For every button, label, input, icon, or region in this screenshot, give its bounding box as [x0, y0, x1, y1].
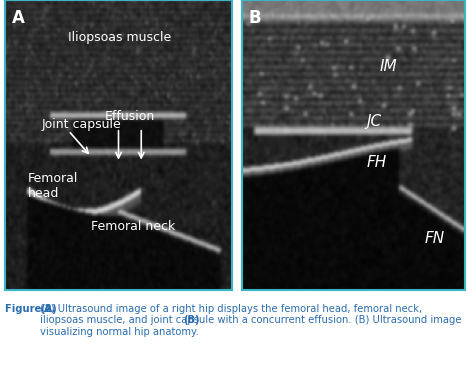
Text: FH: FH	[366, 155, 387, 170]
Text: FN: FN	[424, 231, 445, 246]
Text: (B): (B)	[183, 315, 200, 325]
Text: Joint capsule: Joint capsule	[41, 118, 121, 131]
Text: (A): (A)	[40, 304, 57, 314]
Text: A: A	[11, 9, 25, 27]
Text: B: B	[248, 9, 261, 27]
Text: JC: JC	[366, 115, 382, 129]
Text: Femoral
head: Femoral head	[27, 172, 78, 200]
Text: iliopsoas muscle, and joint capsule with a concurrent effusion. (B) Ultrasound i: iliopsoas muscle, and joint capsule with…	[40, 315, 462, 325]
Text: Iliopsoas muscle: Iliopsoas muscle	[68, 31, 172, 44]
Text: IM: IM	[380, 59, 398, 74]
Text: Figure 2.: Figure 2.	[5, 304, 55, 314]
Text: Femoral neck: Femoral neck	[91, 220, 175, 233]
Text: (A) Ultrasound image of a right hip displays the femoral head, femoral neck,: (A) Ultrasound image of a right hip disp…	[40, 304, 422, 314]
Text: Effusion: Effusion	[105, 110, 155, 123]
Text: visualizing normal hip anatomy.: visualizing normal hip anatomy.	[40, 327, 199, 337]
